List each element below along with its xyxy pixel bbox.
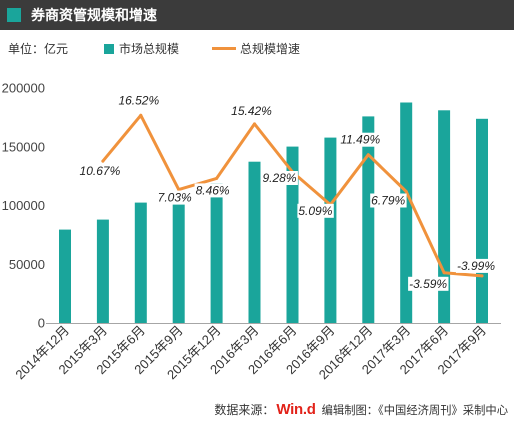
growth-rate-data-label: 10.67% [80,164,121,178]
chart-title: 券商资管规模和增速 [31,7,157,23]
bar [248,161,261,323]
y-tick-label: 0 [38,316,45,331]
data-label-background [261,171,298,185]
growth-rate-data-label: 6.79% [371,194,405,208]
y-tick-label: 50000 [9,257,45,272]
bar [362,116,375,324]
growth-rate-point [442,271,446,275]
bar [438,110,451,323]
legend-label-market-size: 市场总规模 [119,42,180,56]
growth-rate-data-label: 7.03% [158,191,192,205]
growth-rate-data-label: 11.49% [340,133,380,147]
data-label-background [156,190,194,205]
source-label: 数据来源： [214,403,275,417]
footer: 数据来源： Win.d 编辑制图：《中国经济周刊》采制中心 [214,401,508,419]
growth-rate-data-label: 16.52% [118,93,159,107]
growth-rate-data-labels: 10.67% 16.52% 7.03% 8.46% 15.42% 9.28% 5.09% 11… [78,93,497,291]
credit-line: 编辑制图：《中国经济周刊》采制中心 [321,405,508,417]
data-label-background [230,103,274,118]
legend-line-swatch [212,47,236,50]
growth-rate-point [480,274,484,278]
y-axis: 0 50000 100000 150000 200000 [2,81,45,331]
unit-label: 单位：亿元 [8,42,69,56]
growth-rate-data-label: 9.28% [262,171,296,185]
data-label-background [78,164,122,179]
y-tick-label: 150000 [2,139,45,154]
bar [324,137,337,323]
bar [476,118,488,323]
bar [59,229,71,323]
growth-rate-data-label: 8.46% [196,183,230,197]
growth-rate-data-label: 15.42% [231,104,272,118]
data-label-background [408,276,449,291]
y-tick-label: 200000 [2,81,45,96]
title-accent-square [7,8,21,22]
bar [172,194,185,323]
growth-rate-data-label: -3.99% [457,259,495,273]
y-tick-label: 100000 [2,198,45,213]
bar [210,183,223,323]
growth-rate-point [215,176,219,180]
growth-rate-point [101,159,105,163]
bar [134,202,147,323]
data-label-background [456,258,497,273]
legend-bar-swatch [104,44,114,54]
bar-series-market-size [59,102,488,324]
growth-rate-data-label: 5.09% [298,204,332,218]
title-bar: 券商资管规模和增速 [0,0,514,30]
x-axis: 2014年12月2015年3月2015年6月2015年9月2015年12月201… [12,323,489,383]
legend-label-growth-rate: 总规模增速 [240,42,301,56]
growth-rate-point [177,188,181,192]
bar [286,146,299,323]
growth-rate-point [139,113,143,117]
data-label-background [194,183,231,198]
bar [96,219,109,323]
bar [400,102,413,323]
source-logo: Win.d [276,401,316,418]
growth-rate-point [253,122,256,126]
growth-rate-point [366,153,370,157]
data-label-background [339,132,382,147]
growth-rate-data-label: -3.59% [409,277,447,291]
growth-rate-point [404,190,408,193]
data-label-background [297,203,334,218]
data-label-background [117,93,161,108]
data-label-background [370,193,407,208]
